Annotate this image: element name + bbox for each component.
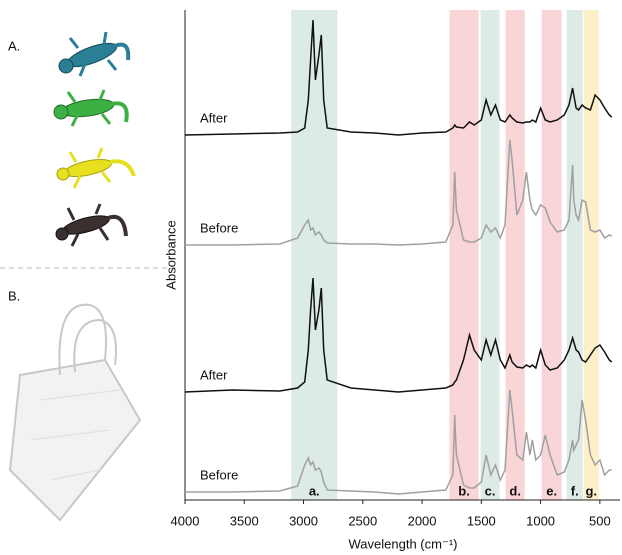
series-label: Before	[200, 220, 238, 235]
x-tick-label: 3000	[289, 513, 318, 528]
x-tick-label: 2500	[348, 513, 377, 528]
series-label: After	[200, 110, 228, 125]
y-axis-title: Absorbance	[163, 220, 178, 289]
band-label: d.	[509, 483, 521, 498]
panel-label: B.	[8, 288, 20, 303]
lizard-green	[54, 90, 127, 126]
bands	[291, 10, 599, 500]
band	[291, 10, 337, 500]
x-tick-label: 4000	[171, 513, 200, 528]
series-label: After	[200, 367, 228, 382]
lizard-yellow	[57, 148, 134, 188]
panel-label: A.	[8, 38, 20, 53]
x-tick-label: 500	[589, 513, 611, 528]
x-tick-label: 1500	[467, 513, 496, 528]
band-label: a.	[309, 483, 320, 498]
band-label: f.	[571, 483, 579, 498]
lizard-black	[56, 204, 126, 246]
band-label: g.	[585, 483, 597, 498]
lizard-blue	[59, 32, 128, 76]
plastic-bag	[10, 305, 140, 520]
band-label: e.	[546, 483, 557, 498]
band	[506, 10, 525, 500]
x-tick-label: 2000	[408, 513, 437, 528]
x-axis-title: Wavelength (cm⁻¹)	[349, 536, 458, 551]
band	[542, 10, 562, 500]
x-tick-label: 1000	[526, 513, 555, 528]
band-label: c.	[485, 483, 496, 498]
figure: A. B. Wavelength (cm⁻¹) Absorbance a.b.c…	[0, 0, 622, 555]
x-tick-label: 3500	[230, 513, 259, 528]
series-label: Before	[200, 467, 238, 482]
band	[481, 10, 500, 500]
